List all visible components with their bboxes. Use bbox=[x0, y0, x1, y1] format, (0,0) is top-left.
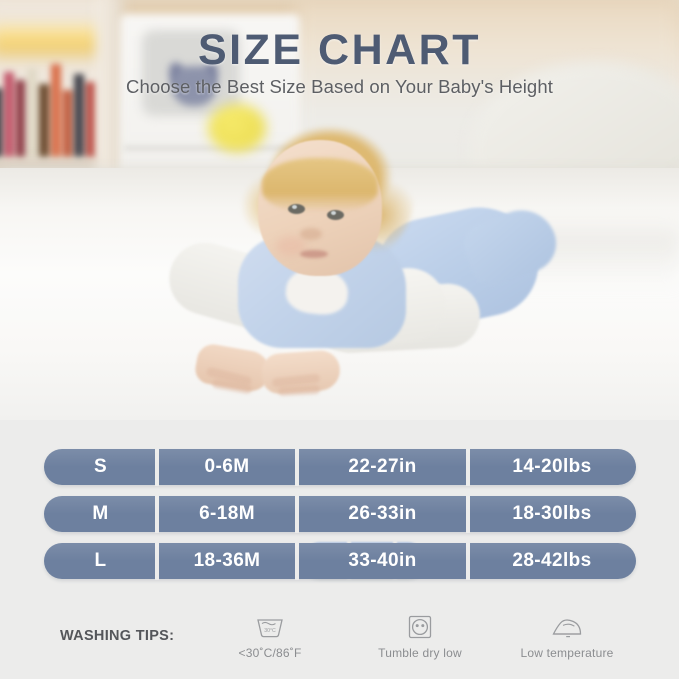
baby-nose bbox=[300, 228, 322, 240]
cell-weight: 14-20lbs bbox=[466, 448, 636, 486]
cabinet-seam-blur bbox=[124, 146, 300, 150]
cell-age: 0-6M bbox=[155, 448, 297, 486]
cell-length: 26-33in bbox=[295, 495, 468, 533]
tumble-dry-icon bbox=[407, 612, 433, 642]
baby-eye-left bbox=[288, 204, 305, 214]
baby-finger bbox=[277, 384, 321, 397]
baby-mouth bbox=[300, 250, 328, 258]
hero-photo bbox=[0, 0, 679, 420]
books-blur bbox=[0, 56, 97, 160]
baby-cheek bbox=[276, 236, 306, 256]
washing-tips-section: WASHING TIPS: 30°C <30˚C/86˚F T bbox=[0, 612, 679, 672]
table-row: M 6-18M 26-33in 18-30lbs bbox=[44, 495, 636, 533]
washing-tips-label: WASHING TIPS: bbox=[60, 628, 175, 644]
plush-toy-blur bbox=[172, 66, 216, 106]
shelf-light-blur bbox=[0, 26, 100, 56]
washing-tip-wash: 30°C <30˚C/86˚F bbox=[195, 612, 345, 660]
cell-size: S bbox=[93, 456, 108, 477]
baby-eye-right bbox=[327, 210, 344, 220]
washing-tip-dry: Tumble dry low bbox=[345, 612, 495, 660]
cell-age: 6-18M bbox=[155, 495, 297, 533]
yellow-toy-blur bbox=[208, 104, 266, 152]
cell-weight: 18-30lbs bbox=[466, 495, 636, 533]
eye-highlight-left bbox=[292, 205, 297, 209]
baby-fringe bbox=[262, 158, 378, 212]
baby-figure bbox=[160, 122, 565, 397]
washing-tip-wash-text: <30˚C/86˚F bbox=[238, 646, 302, 660]
cell-size: L bbox=[94, 550, 107, 571]
page-subtitle: Choose the Best Size Based on Your Baby'… bbox=[126, 76, 553, 97]
cell-size: M bbox=[92, 503, 109, 524]
table-row: S 0-6M 22-27in 14-20lbs bbox=[44, 448, 636, 486]
wash-temp-text: 30°C bbox=[264, 628, 276, 634]
iron-icon bbox=[550, 612, 584, 642]
washing-tip-dry-text: Tumble dry low bbox=[378, 646, 462, 660]
washing-tip-iron: Low temperature bbox=[492, 612, 642, 660]
cell-length: 22-27in bbox=[295, 448, 468, 486]
cell-length: 33-40in bbox=[295, 542, 468, 580]
shelf-board-blur bbox=[0, 158, 100, 167]
cell-weight: 28-42lbs bbox=[466, 542, 636, 580]
wash-tub-icon: 30°C bbox=[255, 612, 285, 642]
page-title: SIZE CHART bbox=[198, 26, 481, 74]
size-chart-table: SIZE AGE LENGTH WEIGHT S 0-6M 22-27in 14… bbox=[44, 402, 636, 590]
table-row: L 18-36M 33-40in 28-42lbs bbox=[44, 542, 636, 580]
washing-tip-iron-text: Low temperature bbox=[520, 646, 614, 660]
cell-age: 18-36M bbox=[155, 542, 297, 580]
eye-highlight-right bbox=[331, 211, 336, 215]
